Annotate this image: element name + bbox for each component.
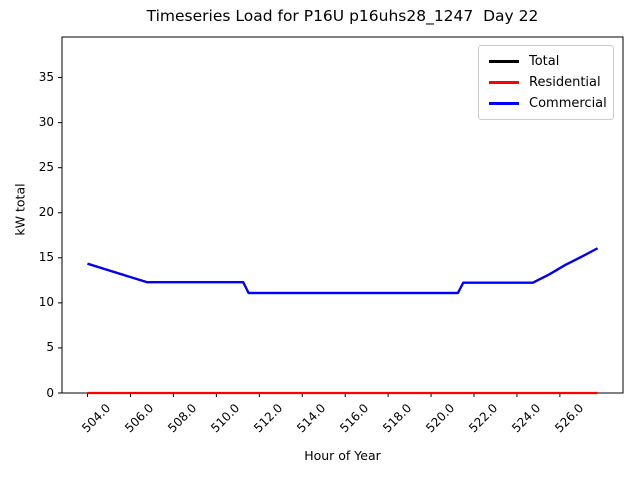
series-line-total	[87, 247, 599, 295]
legend-entry-commercial: Commercial	[489, 93, 607, 114]
legend-label: Residential	[529, 75, 601, 90]
y-tick-label: 35	[38, 70, 54, 85]
legend-label: Total	[529, 54, 560, 69]
legend-entry-total: Total	[489, 51, 607, 72]
legend: Total Residential Commercial	[478, 45, 614, 120]
chart-title: Timeseries Load for P16U p16uhs28_1247 D…	[146, 7, 539, 25]
y-tick-label: 25	[38, 160, 54, 175]
legend-line-sample	[489, 102, 519, 105]
y-tick-label: 15	[38, 250, 54, 265]
y-tick-label: 20	[38, 205, 54, 220]
y-tick-label: 0	[46, 385, 54, 400]
x-axis-label: Hour of Year	[304, 448, 381, 463]
y-tick-label: 10	[38, 295, 54, 310]
legend-line-sample	[489, 81, 519, 84]
series-line-commercial	[87, 247, 599, 295]
legend-line-sample	[489, 60, 519, 63]
legend-entry-residential: Residential	[489, 72, 607, 93]
y-tick-label: 30	[38, 115, 54, 130]
legend-label: Commercial	[529, 96, 607, 111]
y-tick-label: 5	[46, 340, 54, 355]
